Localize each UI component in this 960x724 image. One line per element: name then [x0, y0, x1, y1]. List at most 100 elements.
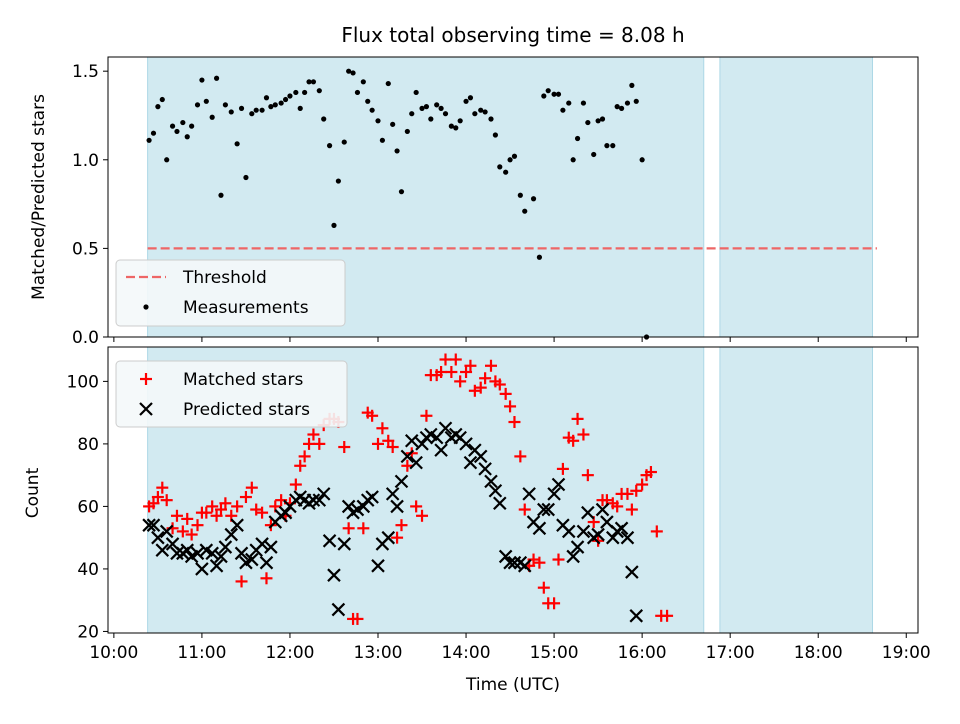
xtick-label-0: 10:00 [89, 643, 138, 663]
predicted-stars-point-37 [322, 534, 337, 548]
xtick-label-2: 12:00 [265, 643, 314, 663]
predicted-stars-point-13 [205, 546, 219, 561]
matched-stars-point-49 [382, 434, 395, 447]
predicted-stars-point-66 [463, 455, 478, 470]
measurements-point-60 [438, 105, 444, 111]
measurements-point-43 [354, 89, 361, 96]
matched-stars-point-61 [439, 353, 452, 366]
measurements-point-19 [238, 105, 245, 111]
predicted-stars-point-61 [438, 421, 453, 436]
predicted-stars-point-71 [488, 484, 503, 498]
matched-stars-point-106 [661, 609, 674, 622]
measurements-point-65 [463, 98, 469, 104]
matched-stars-point-6 [170, 509, 183, 522]
predicted-stars-point-98 [620, 530, 635, 545]
matched-stars-point-104 [650, 525, 663, 538]
bottom-panel-shaded-interval-1 [719, 347, 874, 633]
predicted-stars-point-19 [234, 546, 249, 561]
matched-stars-point-52 [395, 519, 408, 532]
measurements-point-20 [243, 174, 249, 181]
matched-stars-point-100 [630, 484, 643, 497]
top-panel-ytick-label-2: 1.0 [72, 151, 99, 171]
measurements-point-22 [253, 107, 259, 113]
matched-stars-point-20 [239, 491, 252, 504]
measurements-point-6 [174, 128, 180, 135]
xtick-label-9: 19:00 [882, 643, 931, 663]
measurements-point-96 [618, 105, 625, 111]
matched-stars-point-32 [298, 450, 311, 463]
predicted-stars-point-0 [142, 518, 156, 532]
measurements-point-42 [350, 70, 356, 76]
predicted-stars-point-53 [400, 449, 415, 464]
measurements-point-16 [222, 102, 228, 108]
top-panel: 0.0 0.5 1.0 1.5 Matched/Predicted stars Thr… [29, 56, 919, 348]
measurements-point-2 [155, 104, 161, 110]
xtick-label-1: 11:00 [177, 643, 226, 663]
measurements-point-64 [457, 118, 463, 124]
measurements-point-21 [249, 111, 255, 117]
matched-stars-point-33 [303, 437, 316, 450]
matched-stars-point-18 [231, 500, 244, 513]
matched-stars-point-87 [567, 434, 580, 447]
measurements-point-69 [482, 109, 488, 115]
matched-stars-point-60 [435, 366, 448, 379]
matched-stars-point-47 [372, 437, 384, 450]
predicted-stars-point-28 [278, 505, 293, 520]
legend-measurements-label: Measurements [183, 298, 309, 318]
top-panel-shaded-interval-1 [719, 57, 874, 337]
matched-stars-point-30 [289, 478, 302, 491]
measurements-point-45 [365, 98, 371, 104]
predicted-stars-point-4 [159, 524, 174, 539]
matched-stars-point-40 [338, 441, 351, 454]
predicted-stars-point-54 [404, 433, 419, 448]
matched-stars-point-72 [493, 378, 506, 391]
xtick-label-4: 14:00 [442, 643, 491, 663]
xtick-label-7: 17:00 [706, 643, 755, 663]
matched-stars-point-50 [386, 441, 399, 454]
matched-stars-point-46 [366, 409, 379, 422]
measurements-point-17 [228, 109, 234, 115]
measurements-point-72 [497, 164, 503, 170]
measurements-point-82 [551, 91, 557, 97]
matched-stars-point-4 [160, 494, 173, 507]
measurements-point-86 [570, 157, 576, 163]
matched-stars-point-70 [484, 359, 497, 372]
predicted-stars-point-81 [537, 502, 551, 517]
predicted-stars-point-75 [507, 555, 522, 570]
measurements-point-87 [574, 135, 581, 142]
measurements-point-4 [164, 157, 170, 163]
measurements-point-88 [580, 100, 587, 106]
measurements-point-24 [263, 95, 270, 101]
predicted-stars-point-34 [306, 493, 321, 507]
matched-stars-point-19 [235, 575, 248, 588]
matched-stars-point-10 [191, 519, 204, 532]
measurements-point-28 [282, 96, 289, 103]
predicted-stars-point-21 [245, 552, 259, 567]
measurements-point-5 [169, 123, 176, 129]
predicted-stars-point-74 [503, 555, 517, 570]
predicted-stars-point-49 [381, 530, 396, 545]
bottom-y-axis-label: Count [23, 467, 43, 518]
predicted-stars-point-50 [385, 487, 400, 501]
matched-stars-point-41 [342, 522, 355, 535]
measurements-point-84 [560, 107, 566, 113]
matched-stars-point-84 [552, 553, 565, 566]
measurements-point-75 [511, 153, 518, 159]
measurements-point-55 [413, 89, 419, 96]
matched-stars-point-103 [644, 466, 657, 479]
measurements-point-99 [633, 98, 639, 104]
predicted-stars-point-14 [209, 559, 224, 573]
predicted-stars-point-60 [434, 443, 448, 457]
predicted-stars-point-80 [532, 521, 547, 536]
matched-stars-point-63 [449, 353, 462, 366]
measurements-point-34 [310, 79, 317, 85]
bottom-panel: 20 40 60 80 100 10:00 11:00 12:00 13:00 14:00 15:… [23, 346, 931, 695]
predicted-stars-point-40 [337, 537, 352, 551]
bottom-panel-ytick-label-1: 40 [77, 560, 99, 580]
measurements-point-61 [442, 111, 449, 117]
predicted-stars-point-92 [591, 527, 605, 542]
matched-stars-point-9 [185, 528, 198, 541]
predicted-stars-point-65 [459, 437, 473, 451]
matched-stars-point-98 [621, 487, 634, 500]
matched-stars-point-34 [307, 428, 320, 441]
